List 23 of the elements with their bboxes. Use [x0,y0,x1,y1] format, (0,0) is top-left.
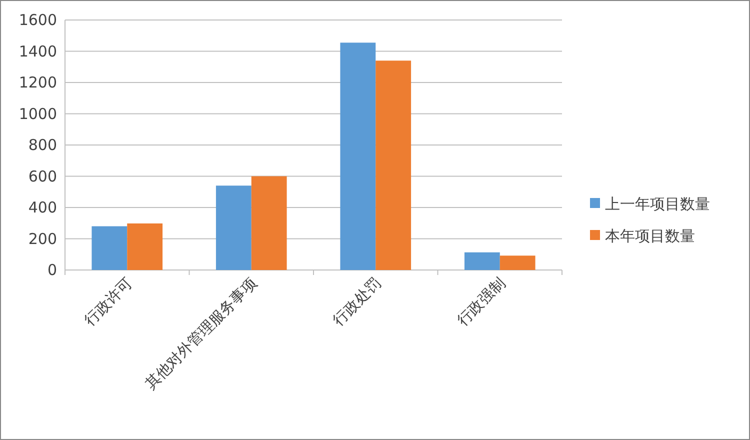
bar [216,186,252,270]
bar [92,226,128,270]
bar [464,252,500,270]
bar [376,60,412,270]
y-tick-label: 1200 [18,74,57,92]
bar [500,256,536,270]
y-tick-label: 400 [28,198,57,216]
legend-label: 上一年项目数量 [605,195,710,213]
x-tick-label: 行政处罚 [329,274,384,330]
y-tick-label: 1600 [18,11,57,29]
y-tick-label: 600 [28,167,57,186]
y-tick-label: 800 [28,136,57,154]
bar [340,42,376,270]
x-tick-label: 其他对外管理服务事项 [141,274,260,393]
y-tick-label: 1400 [18,42,57,60]
bar [251,176,287,270]
x-tick-label: 行政许可 [80,274,136,330]
y-tick-label: 0 [47,261,57,279]
legend-label: 本年项目数量 [605,227,695,245]
x-tick-label: 行政强制 [454,274,509,330]
y-tick-label: 200 [28,230,57,248]
y-tick-label: 1000 [18,104,57,123]
bar [127,223,163,270]
